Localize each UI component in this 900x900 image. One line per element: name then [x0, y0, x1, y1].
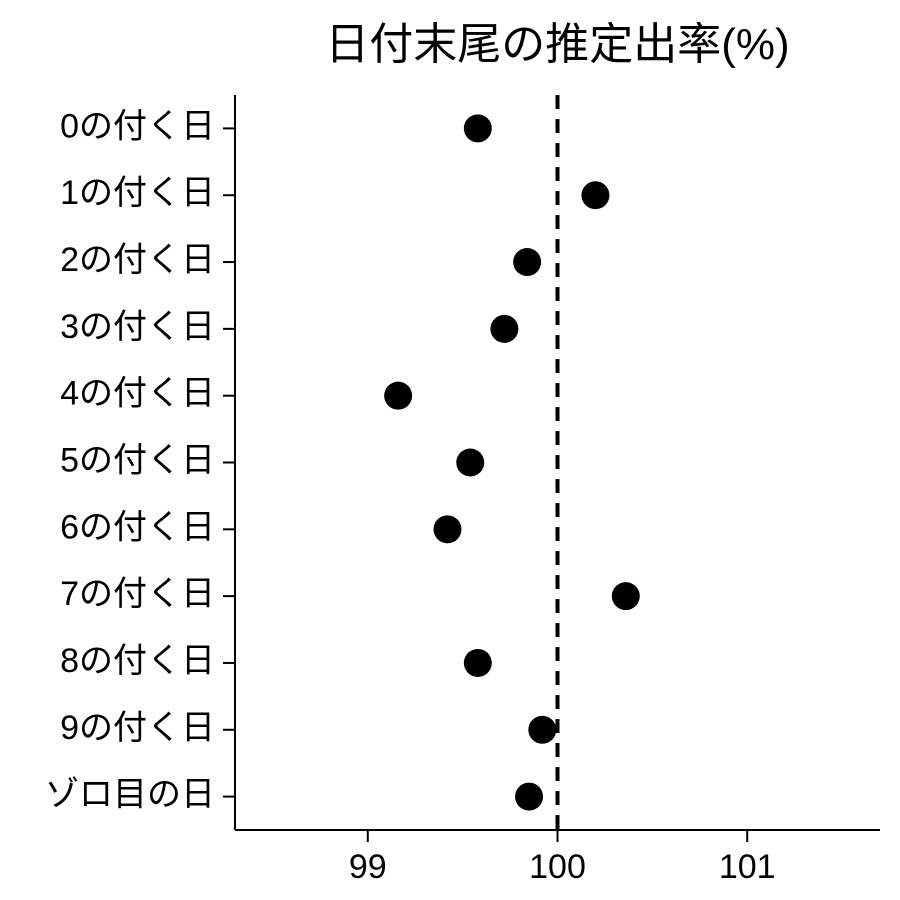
data-point [513, 248, 541, 276]
y-axis-label: 6の付く日 [60, 508, 215, 546]
x-axis-label: 100 [529, 848, 586, 886]
data-point [464, 649, 492, 677]
data-point [433, 515, 461, 543]
y-axis-label: 9の付く日 [60, 709, 215, 747]
data-point [464, 114, 492, 142]
x-axis-label: 99 [349, 848, 387, 886]
y-axis-label: 4の付く日 [60, 375, 215, 413]
data-point [384, 382, 412, 410]
y-axis-label: 8の付く日 [60, 642, 215, 680]
y-axis-label: 2の付く日 [60, 241, 215, 279]
data-point [456, 449, 484, 477]
y-axis-label: 7の付く日 [60, 575, 215, 613]
dot-chart: 日付末尾の推定出率(%) 0の付く日 1の付く日 2の付く日 3の付く日 4の付く日 5の付… [0, 0, 900, 900]
y-axis-label: ゾロ目の日 [45, 776, 215, 814]
data-point [612, 582, 640, 610]
chart-container: 日付末尾の推定出率(%) 0の付く日 1の付く日 2の付く日 3の付く日 4の付く日 5の付… [0, 0, 900, 900]
x-axis-label: 101 [719, 848, 776, 886]
data-point [581, 181, 609, 209]
chart-title: 日付末尾の推定出率(%) [325, 20, 789, 69]
data-point [528, 716, 556, 744]
y-axis-label: 1の付く日 [60, 174, 215, 212]
data-point [490, 315, 518, 343]
data-point [515, 783, 543, 811]
y-axis-label: 0の付く日 [60, 107, 215, 145]
y-axis-label: 3の付く日 [60, 308, 215, 346]
y-axis-label: 5の付く日 [60, 441, 215, 479]
